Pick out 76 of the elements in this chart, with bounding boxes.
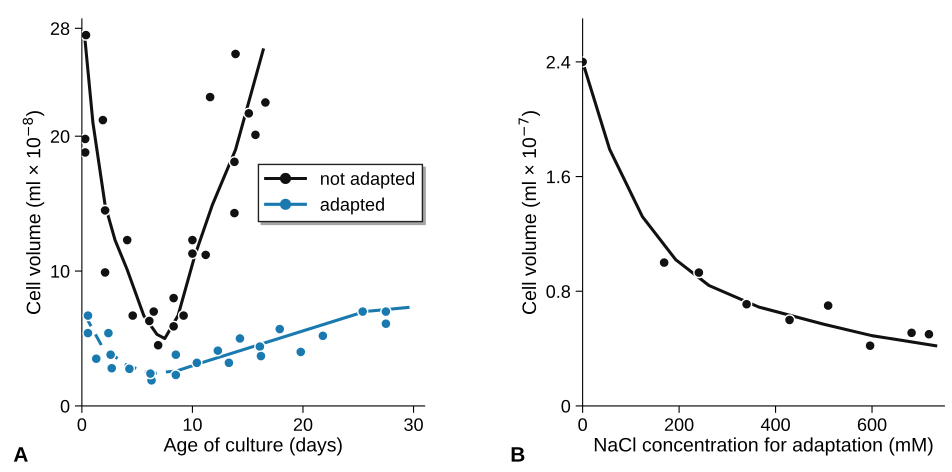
point xyxy=(178,310,190,322)
point xyxy=(317,330,329,342)
point xyxy=(234,332,246,344)
point xyxy=(82,310,94,322)
y-tick-label: 0.8 xyxy=(546,285,570,298)
point xyxy=(186,248,198,260)
point xyxy=(693,266,705,278)
point xyxy=(356,306,368,318)
x-tick-label: 10 xyxy=(184,418,202,431)
point xyxy=(186,234,198,246)
point xyxy=(274,323,286,335)
point xyxy=(121,234,133,246)
point xyxy=(106,362,118,374)
point xyxy=(170,369,182,381)
y-axis-title: Cell volume (ml × 10$^{−8}$) xyxy=(22,111,44,314)
point xyxy=(144,315,156,327)
point xyxy=(254,340,266,352)
point xyxy=(168,292,180,304)
x-axis-title: NaCl concentration for adaptation (mM) xyxy=(594,437,933,456)
point xyxy=(200,249,212,261)
y-tick-label: 0 xyxy=(561,400,570,413)
point xyxy=(295,346,306,358)
point xyxy=(102,327,114,339)
point xyxy=(212,344,224,356)
point xyxy=(250,129,262,141)
point xyxy=(82,29,92,41)
point xyxy=(228,207,240,219)
y-tick-label: 2.4 xyxy=(546,56,570,68)
point xyxy=(168,320,180,332)
point xyxy=(124,363,136,375)
y-tick-label: 10 xyxy=(51,264,70,278)
y-tick-label: 28 xyxy=(50,22,70,36)
x-tick-label: 600 xyxy=(858,418,886,431)
point xyxy=(97,114,109,126)
text: A xyxy=(14,447,28,462)
point xyxy=(170,348,182,360)
x-tick-label: 400 xyxy=(760,418,790,431)
point xyxy=(260,96,272,108)
point xyxy=(148,306,160,318)
x-axis-title: Age of culture (days) xyxy=(164,437,342,456)
x-tick-label: 0 xyxy=(578,418,587,431)
x-tick-label: 200 xyxy=(664,418,694,431)
point xyxy=(906,327,918,339)
x-tick-label: 0 xyxy=(78,418,86,431)
point xyxy=(784,314,796,326)
point xyxy=(127,310,138,322)
point xyxy=(82,327,94,339)
point xyxy=(658,256,670,268)
point xyxy=(822,300,834,312)
point xyxy=(144,368,156,380)
point xyxy=(380,318,392,330)
point xyxy=(228,156,240,168)
y-tick-label: 20 xyxy=(50,130,70,143)
point xyxy=(204,91,216,103)
point xyxy=(243,108,255,119)
point xyxy=(99,204,111,216)
y-tick-label: 0 xyxy=(60,400,70,413)
point xyxy=(380,306,392,318)
point xyxy=(923,328,935,340)
y-axis-title: Cell volume (ml × 10$^{−7}$) xyxy=(518,111,540,314)
point xyxy=(104,348,116,360)
text: B xyxy=(512,447,524,462)
point xyxy=(255,350,267,362)
x-tick-label: 30 xyxy=(404,418,423,431)
point xyxy=(191,357,203,368)
point xyxy=(90,353,102,364)
legend-label: adapted xyxy=(320,198,384,214)
point xyxy=(223,357,235,368)
point xyxy=(152,340,164,351)
x-tick-label: 20 xyxy=(294,418,312,431)
y-tick-label: 1.6 xyxy=(547,170,570,184)
point xyxy=(740,298,752,310)
point xyxy=(230,48,242,60)
point xyxy=(99,266,111,278)
legend-label: not adapted xyxy=(321,172,414,189)
point xyxy=(864,340,876,352)
